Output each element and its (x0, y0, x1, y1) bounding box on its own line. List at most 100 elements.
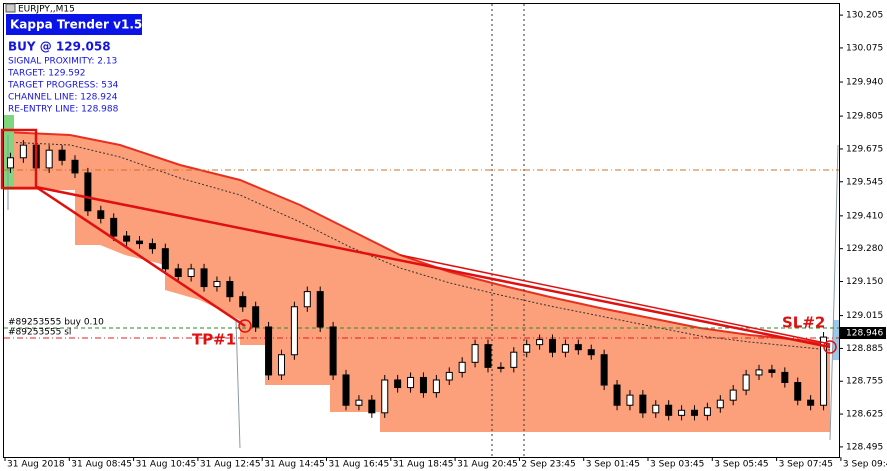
candle-body (419, 376, 427, 394)
candle-body (458, 361, 466, 373)
candle-body (226, 281, 234, 298)
candle-body (329, 326, 337, 376)
x-tick-label: 31 Aug 18:45 (393, 460, 454, 470)
tp-marker (238, 319, 252, 333)
plot-frame (3, 3, 840, 458)
info-line: CHANNEL LINE: 128.924 (8, 93, 118, 103)
x-tick-label: 31 Aug 20:45 (457, 460, 518, 470)
y-tick-label: 129.545 (846, 177, 883, 187)
y-tick-label: 128.495 (846, 442, 883, 452)
candle-body (690, 409, 698, 416)
window-icon (5, 3, 16, 13)
candle-body (174, 268, 182, 277)
sl-trend-line (35, 185, 831, 349)
x-tick-label: 2 Sep 23:45 (521, 460, 575, 470)
candle-body (781, 371, 789, 384)
candle-body (613, 384, 621, 406)
x-tick-label: 31 Aug 2018 (7, 460, 65, 470)
candle-body (665, 404, 673, 416)
y-tick-label: 128.885 (846, 344, 883, 354)
candle-body (510, 351, 518, 368)
tp-line (35, 185, 246, 328)
candle-body (703, 407, 711, 416)
candle-body (148, 243, 156, 250)
info-line: RE-ENTRY LINE: 128.988 (8, 105, 119, 115)
x-tick-label: 3 Sep 09:45 (843, 460, 887, 470)
candle-body (136, 240, 144, 245)
y-tick-label: 129.410 (846, 211, 883, 221)
candle-body (794, 382, 802, 401)
candle-body (290, 306, 298, 356)
candle-body (239, 296, 247, 308)
candle-body (561, 344, 569, 353)
trend-upper-line (3, 131, 831, 346)
candle-body (187, 268, 195, 277)
trade-drawing (0, 128, 837, 354)
x-tick-label: 31 Aug 10:45 (136, 460, 197, 470)
candle-body (600, 354, 608, 386)
candle-body (342, 374, 350, 406)
candle-body (71, 159, 79, 174)
candle-body (84, 172, 92, 212)
candle-body (407, 376, 415, 389)
indicator-line (235, 319, 241, 449)
trend-band (4, 132, 830, 432)
indicator-title: Kappa Trender v1.5 (10, 18, 142, 32)
candle-body (394, 379, 402, 389)
order-label: #89253555 buy 0.10 (8, 318, 104, 328)
candle-body (6, 157, 14, 169)
info-line: TARGET: 129.592 (7, 69, 86, 79)
y-tick-label: 129.150 (846, 277, 883, 287)
candle-body (19, 144, 27, 159)
y-tick-label: 130.205 (846, 11, 883, 21)
candle-body (729, 389, 737, 401)
candle-body (587, 349, 595, 356)
annotation: TP#1 (192, 331, 236, 349)
info-line: SIGNAL PROXIMITY: 2.13 (8, 57, 117, 67)
candle-body (277, 354, 285, 376)
candle-body (200, 268, 208, 288)
annotation: SL#2 (782, 314, 825, 332)
x-tick-label: 31 Aug 16:45 (329, 460, 390, 470)
candle-body (432, 379, 440, 394)
candle-body (678, 409, 686, 416)
candle-body (574, 344, 582, 351)
candle-body (445, 371, 453, 381)
candle-body (807, 399, 815, 406)
order-label: #89253555 sl (8, 328, 71, 338)
y-tick-label: 130.075 (846, 43, 883, 53)
candle-body (161, 248, 169, 270)
sl-marker (823, 340, 837, 354)
y-tick-label: 129.805 (846, 112, 883, 122)
x-tick-label: 3 Sep 03:45 (650, 460, 704, 470)
candle-body (45, 149, 53, 169)
x-tick-label: 3 Sep 07:45 (779, 460, 833, 470)
candle-body (626, 394, 634, 406)
info-line: TARGET PROGRESS: 534 (7, 81, 119, 91)
candle-body (549, 339, 557, 353)
y-tick-label: 129.015 (846, 311, 883, 321)
y-tick-label: 129.675 (846, 144, 883, 154)
candles (6, 140, 828, 421)
candle-body (536, 339, 544, 346)
signal-bar (833, 320, 839, 360)
candle-body (652, 404, 660, 414)
candle-body (820, 336, 828, 406)
price-tag (840, 327, 886, 340)
candle-body (368, 399, 376, 414)
x-tick-label: 31 Aug 08:45 (71, 460, 132, 470)
candle-body (742, 374, 750, 391)
window-title: EURJPY,,M15 (18, 5, 75, 15)
candle-body (716, 399, 724, 409)
x-tick-label: 31 Aug 12:45 (200, 460, 261, 470)
candle-body (123, 235, 131, 242)
candle-body (316, 291, 324, 328)
candle-body (497, 366, 505, 369)
signal-bar (4, 115, 14, 190)
candle-body (58, 149, 66, 161)
x-tick-label: 31 Aug 14:45 (264, 460, 325, 470)
indicator-title-box (6, 14, 142, 35)
candle-body (523, 344, 531, 353)
signal-text: BUY @ 129.058 (8, 40, 111, 54)
